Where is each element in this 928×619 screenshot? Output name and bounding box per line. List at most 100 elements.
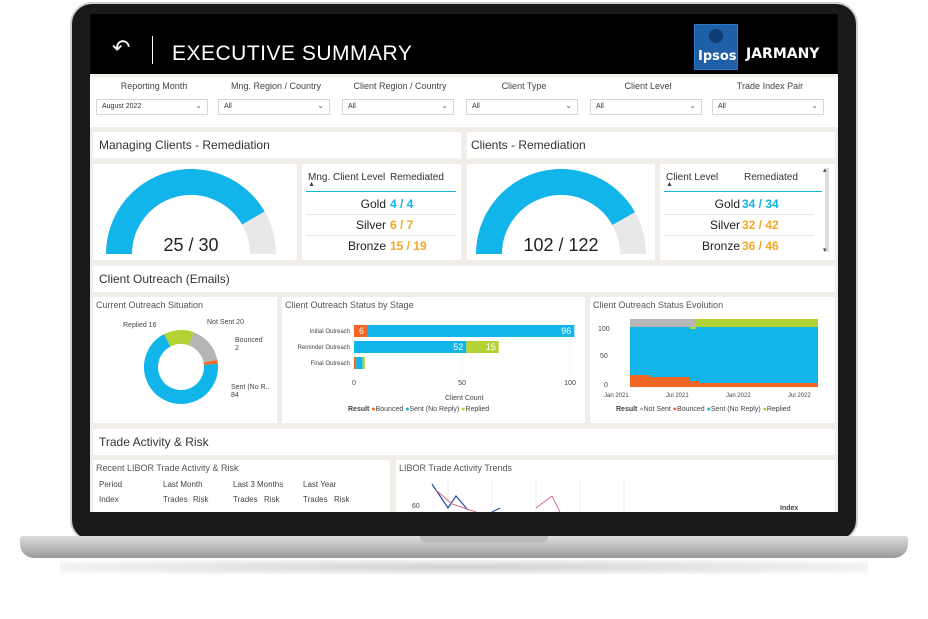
- row-value: 15 / 19: [390, 239, 427, 253]
- x-tick: 0: [352, 380, 356, 387]
- situation-title: Current Outreach Situation: [96, 300, 204, 310]
- donut-slice[interactable]: [144, 334, 218, 404]
- evolution-title: Client Outreach Status Evolution: [593, 300, 724, 310]
- trade-title-panel: Trade Activity & Risk: [93, 429, 835, 455]
- donut-chart: [144, 330, 218, 404]
- managing-table: Mng. Client Level Remediated ▲ Gold 4 / 4…: [302, 164, 461, 260]
- row-level: Gold: [360, 197, 386, 211]
- legend-dot-icon: ●: [762, 406, 767, 413]
- bar-segment[interactable]: [354, 341, 467, 353]
- trends-line-chart: 60 Index: [412, 480, 798, 512]
- data-label: 15: [486, 342, 496, 352]
- sort-icon[interactable]: ▲: [666, 181, 673, 188]
- donut-slice[interactable]: [188, 332, 218, 364]
- legend-item: Not Sent: [643, 406, 671, 413]
- col-risk: Risk: [264, 495, 280, 504]
- filter-value: August 2022: [102, 103, 142, 110]
- filter-label: Client Region / Country: [353, 81, 447, 91]
- back-arrow-icon[interactable]: ↶: [112, 36, 131, 61]
- row-level: Silver: [709, 218, 740, 232]
- col-remediated: Remediated: [744, 172, 798, 183]
- situation-panel: Current Outreach Situation Replied 16 No…: [93, 297, 277, 423]
- row-value: 4 / 4: [390, 197, 414, 211]
- col-level: Client Level: [666, 172, 719, 183]
- label-replied: Replied 16: [123, 322, 157, 329]
- stage-bar-chart: Initial Outreach 6 96 Reminder Outreach 52 15…: [298, 321, 576, 387]
- filter-value: All: [348, 103, 356, 110]
- bar-segment[interactable]: [354, 325, 367, 337]
- header-rule: [664, 191, 822, 192]
- clients-title-panel: Clients - Remediation: [467, 132, 835, 158]
- donut-slice[interactable]: [164, 330, 194, 347]
- header-bar: ↶ EXECUTIVE SUMMARY Ipsos JARMANY: [90, 14, 838, 74]
- label-sent-value: 84: [231, 392, 239, 399]
- row-level: Bronze: [701, 239, 740, 253]
- y-tick: 100: [598, 326, 610, 333]
- brand-name: JARMANY: [746, 46, 820, 62]
- filter-value: All: [472, 103, 480, 110]
- filter-dropdown[interactable]: All ⌄: [218, 99, 330, 115]
- laptop-notch: [420, 536, 548, 543]
- row-value: 36 / 46: [742, 239, 779, 253]
- x-tick: Jan 2022: [726, 393, 751, 399]
- area-bounced: [630, 375, 818, 387]
- filter-value: All: [718, 103, 726, 110]
- y-tick: 60: [412, 503, 420, 510]
- legend-item: Replied: [465, 406, 490, 413]
- gauge-fill: [106, 169, 265, 255]
- scroll-up-icon[interactable]: ▴: [823, 167, 827, 174]
- filter-value: All: [596, 103, 604, 110]
- managing-title-panel: Managing Clients - Remediation: [93, 132, 461, 158]
- row-value: 6 / 7: [390, 218, 414, 232]
- header-rule: [306, 191, 456, 192]
- logo-mark-icon: [709, 29, 723, 43]
- period-label: Period: [99, 480, 123, 489]
- page-title: EXECUTIVE SUMMARY: [172, 42, 413, 65]
- col-remediated: Remediated: [390, 172, 444, 183]
- category-label: Final Outreach: [311, 361, 350, 367]
- trend-line: [491, 507, 501, 512]
- col-trades: Trades: [163, 495, 188, 504]
- scroll-down-icon[interactable]: ▾: [823, 247, 827, 254]
- filter-dropdown[interactable]: All ⌄: [466, 99, 578, 115]
- bar-segment[interactable]: [362, 357, 365, 369]
- bar-segment[interactable]: [366, 325, 575, 337]
- sort-icon[interactable]: ▲: [308, 181, 315, 188]
- label-sent: Sent (No R..: [231, 384, 270, 391]
- filter-label: Trade Index Pair: [736, 81, 804, 91]
- legend-dot-icon: ●: [639, 406, 644, 413]
- row-divider: [664, 235, 814, 236]
- data-label: 52: [453, 342, 463, 352]
- title-divider: [152, 36, 153, 64]
- filter-value: All: [224, 103, 232, 110]
- label-bounced: Bounced: [235, 337, 263, 344]
- legend-dot-icon: ●: [706, 406, 711, 413]
- y-tick: 50: [600, 353, 608, 360]
- row-divider: [306, 214, 456, 215]
- clients-gauge-panel: 102 / 122: [467, 164, 655, 260]
- managing-title: Managing Clients - Remediation: [99, 138, 270, 152]
- stage-x-label: Client Count: [445, 395, 484, 402]
- bar-segment[interactable]: [354, 357, 357, 369]
- filter-dropdown[interactable]: All ⌄: [590, 99, 702, 115]
- report-canvas: Reporting Month August 2022 ⌄ Mng. Region /…: [90, 74, 838, 512]
- x-tick: 100: [564, 380, 576, 387]
- chevron-down-icon: ⌄: [565, 101, 572, 110]
- legend-item: Replied: [766, 406, 791, 413]
- col-risk: Risk: [334, 495, 350, 504]
- bar-segment[interactable]: [356, 357, 363, 369]
- filter-dropdown[interactable]: All ⌄: [342, 99, 454, 115]
- outreach-title: Client Outreach (Emails): [99, 272, 230, 286]
- filter-label: Reporting Month: [120, 81, 188, 91]
- x-tick: Jul 2021: [666, 393, 689, 399]
- laptop-base: [20, 536, 908, 558]
- filter-dropdown[interactable]: All ⌄: [712, 99, 824, 115]
- label-not-sent: Not Sent 20: [207, 319, 244, 326]
- filter-label: Mng. Region / Country: [230, 81, 322, 91]
- row-divider: [306, 235, 456, 236]
- label-bounced-value: 2: [235, 345, 239, 352]
- scrollbar[interactable]: [825, 168, 829, 252]
- laptop-shadow: [60, 560, 868, 574]
- bar-segment[interactable]: [466, 341, 499, 353]
- filter-dropdown[interactable]: August 2022 ⌄: [96, 99, 208, 115]
